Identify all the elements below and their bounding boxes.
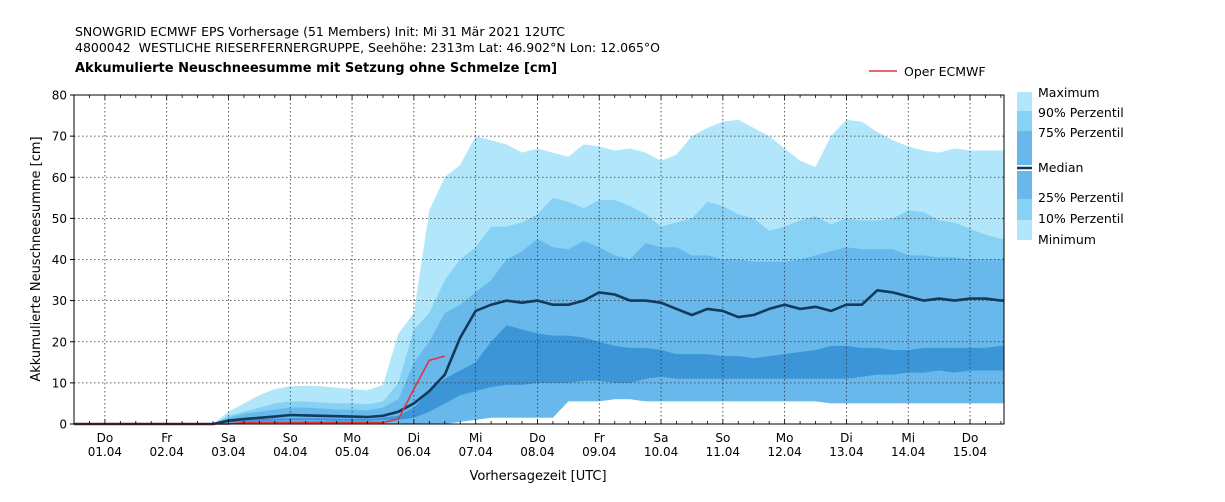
legend-oper-label: Oper ECMWF	[904, 64, 986, 79]
x-tick-label-date: 04.04	[273, 445, 307, 459]
chart-header-line2: 4800042 WESTLICHE RIESERFERNERGRUPPE, Se…	[75, 40, 661, 55]
x-tick-label-day: So	[283, 431, 298, 445]
x-tick-label-date: 08.04	[520, 445, 554, 459]
x-tick-label-day: Di	[408, 431, 421, 445]
legend: Oper ECMWF Maximum 90% Perzentil 75% Perzen…	[869, 64, 1124, 247]
x-tick-label-day: Do	[529, 431, 546, 445]
legend-band-swatch	[1017, 171, 1032, 199]
legend-band-swatch	[1017, 220, 1032, 240]
x-tick-label-day: Do	[97, 431, 114, 445]
x-axis-label: Vorhersagezeit [UTC]	[469, 469, 606, 484]
y-tick-label: 20	[52, 335, 67, 349]
x-tick-label-date: 02.04	[150, 445, 184, 459]
legend-label: Maximum	[1038, 85, 1100, 100]
legend-label: 10% Perzentil	[1038, 211, 1124, 226]
y-tick-label: 0	[59, 418, 67, 432]
x-tick-label-day: Fr	[161, 431, 172, 445]
x-tick-label-date: 14.04	[891, 445, 925, 459]
x-tick-label-date: 12.04	[767, 445, 801, 459]
legend-band-swatch	[1017, 92, 1032, 111]
x-tick-label-day: Sa	[654, 431, 669, 445]
x-tick-label-day: Mo	[776, 431, 794, 445]
legend-band-swatch	[1017, 131, 1032, 165]
chart-header-line1: SNOWGRID ECMWF EPS Vorhersage (51 Member…	[75, 24, 565, 39]
x-tick-label-date: 03.04	[211, 445, 245, 459]
y-tick-label: 40	[52, 253, 67, 267]
x-tick-label-date: 01.04	[88, 445, 122, 459]
chart-title: Akkumulierte Neuschneesumme mit Setzung …	[75, 61, 558, 76]
y-tick-label: 70	[52, 130, 67, 144]
legend-label: Minimum	[1038, 232, 1096, 247]
x-tick-label-date: 10.04	[644, 445, 678, 459]
x-tick-label-date: 07.04	[458, 445, 492, 459]
y-tick-label: 60	[52, 171, 67, 185]
percentile-bands	[74, 119, 1004, 424]
median-line	[74, 288, 1004, 426]
x-tick-label-date: 13.04	[829, 445, 863, 459]
legend-band-swatch	[1017, 111, 1032, 131]
y-tick-label: 30	[52, 294, 67, 308]
legend-label: 25% Perzentil	[1038, 190, 1124, 205]
legend-label: 75% Perzentil	[1038, 125, 1124, 140]
x-tick-label-date: 06.04	[397, 445, 431, 459]
x-tick-label-day: Fr	[594, 431, 605, 445]
legend-label: 90% Perzentil	[1038, 105, 1124, 120]
x-tick-label-date: 15.04	[953, 445, 987, 459]
x-tick-label-date: 11.04	[706, 445, 740, 459]
axes: 01020304050607080Do01.04Fr02.04Sa03.04So…	[52, 89, 1005, 459]
x-tick-label-day: So	[715, 431, 730, 445]
below-minimum-fill	[74, 399, 1004, 424]
y-tick-label: 80	[52, 89, 67, 103]
x-tick-label-day: Mi	[469, 431, 483, 445]
x-tick-label-day: Sa	[221, 431, 236, 445]
x-tick-label-date: 05.04	[335, 445, 369, 459]
x-tick-label-day: Di	[840, 431, 853, 445]
x-tick-label-day: Mi	[901, 431, 915, 445]
x-tick-label-day: Do	[962, 431, 979, 445]
legend-band-swatch	[1017, 199, 1032, 220]
x-tick-label-date: 09.04	[582, 445, 616, 459]
y-tick-label: 50	[52, 212, 67, 226]
y-tick-label: 10	[52, 376, 67, 390]
x-tick-label-day: Mo	[343, 431, 361, 445]
legend-label: Median	[1038, 160, 1083, 175]
y-axis-label: Akkumulierte Neuschneesumme [cm]	[29, 136, 44, 381]
